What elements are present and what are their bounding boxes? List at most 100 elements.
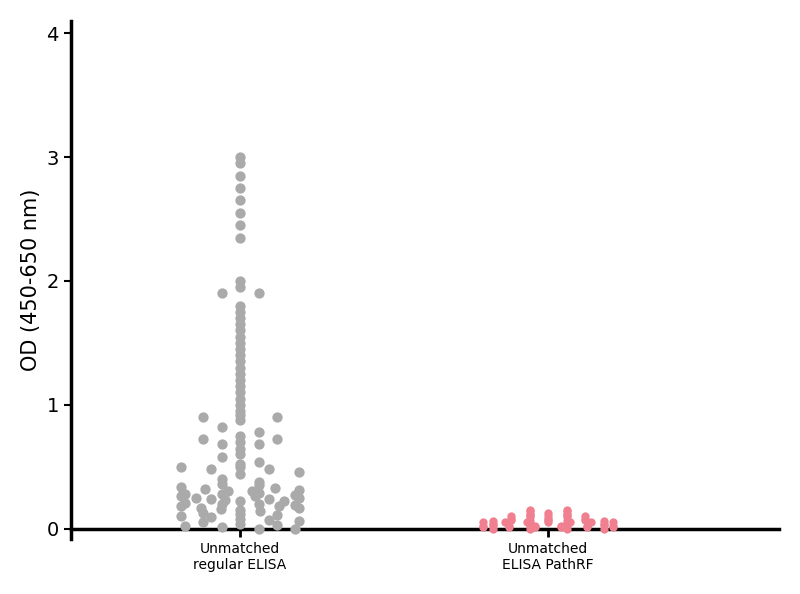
Point	[585, 518, 598, 527]
Point	[270, 510, 283, 520]
Point	[563, 518, 576, 527]
Point	[234, 195, 246, 205]
Point	[194, 503, 207, 512]
Point	[292, 493, 305, 503]
Point	[175, 482, 188, 491]
Point	[234, 388, 246, 397]
Point	[273, 501, 286, 511]
Point	[175, 501, 188, 511]
Point	[234, 184, 246, 193]
Point	[219, 495, 232, 505]
Point	[560, 505, 573, 515]
Point	[204, 513, 217, 522]
Point	[234, 431, 246, 441]
Point	[560, 509, 573, 519]
Point	[542, 515, 554, 525]
Point	[234, 282, 246, 292]
Point	[234, 307, 246, 317]
Point	[503, 523, 516, 532]
Point	[578, 515, 591, 525]
Point	[234, 509, 246, 519]
Point	[215, 523, 228, 532]
Point	[554, 522, 567, 531]
Point	[270, 520, 283, 530]
Point	[542, 514, 554, 523]
Point	[197, 518, 210, 527]
Point	[234, 444, 246, 454]
Point	[215, 479, 228, 489]
Point	[486, 520, 499, 530]
Point	[560, 516, 573, 526]
Point	[477, 523, 490, 532]
Point	[234, 415, 246, 424]
Point	[523, 516, 536, 526]
Point	[234, 301, 246, 311]
Point	[560, 513, 573, 522]
Point	[486, 519, 499, 529]
Point	[215, 475, 228, 484]
Point	[597, 520, 610, 530]
Point	[606, 522, 619, 531]
Point	[215, 499, 228, 508]
Point	[289, 491, 302, 500]
Point	[248, 492, 261, 501]
Point	[234, 345, 246, 354]
Point	[529, 522, 542, 531]
Point	[523, 507, 536, 516]
Point	[560, 507, 573, 516]
Point	[246, 486, 258, 496]
Point	[197, 412, 210, 422]
Point	[529, 523, 542, 532]
Point	[477, 518, 490, 527]
Point	[263, 494, 276, 504]
Point	[523, 510, 536, 520]
Point	[523, 513, 536, 522]
Point	[477, 522, 490, 531]
Point	[542, 508, 554, 517]
Point	[505, 511, 518, 521]
Point	[542, 511, 554, 521]
Point	[505, 515, 518, 525]
Point	[523, 524, 536, 533]
Point	[253, 507, 266, 516]
Point	[222, 486, 234, 496]
Point	[234, 350, 246, 360]
Point	[597, 524, 610, 533]
Point	[234, 313, 246, 323]
Point	[252, 440, 265, 449]
Point	[486, 516, 499, 526]
Point	[234, 159, 246, 168]
Point	[560, 510, 573, 520]
Point	[289, 524, 302, 533]
Point	[581, 523, 594, 532]
Point	[234, 460, 246, 469]
Point	[234, 220, 246, 230]
Point	[292, 467, 305, 476]
Point	[215, 440, 228, 449]
Point	[198, 484, 211, 494]
Point	[197, 435, 210, 444]
Point	[252, 499, 265, 508]
Point	[234, 469, 246, 479]
Point	[178, 489, 191, 499]
Point	[597, 516, 610, 526]
Point	[486, 524, 499, 533]
Point	[234, 497, 246, 506]
Point	[278, 497, 290, 506]
Point	[581, 522, 594, 531]
Point	[215, 289, 228, 298]
Point	[215, 452, 228, 462]
Point	[542, 518, 554, 527]
Point	[234, 519, 246, 529]
Point	[560, 524, 573, 533]
Point	[234, 450, 246, 459]
Point	[252, 477, 265, 486]
Point	[292, 485, 305, 495]
Point	[252, 488, 265, 497]
Point	[234, 152, 246, 162]
Point	[197, 508, 210, 517]
Point	[175, 492, 188, 501]
Point	[252, 481, 265, 490]
Point	[252, 524, 265, 533]
Point	[234, 171, 246, 181]
